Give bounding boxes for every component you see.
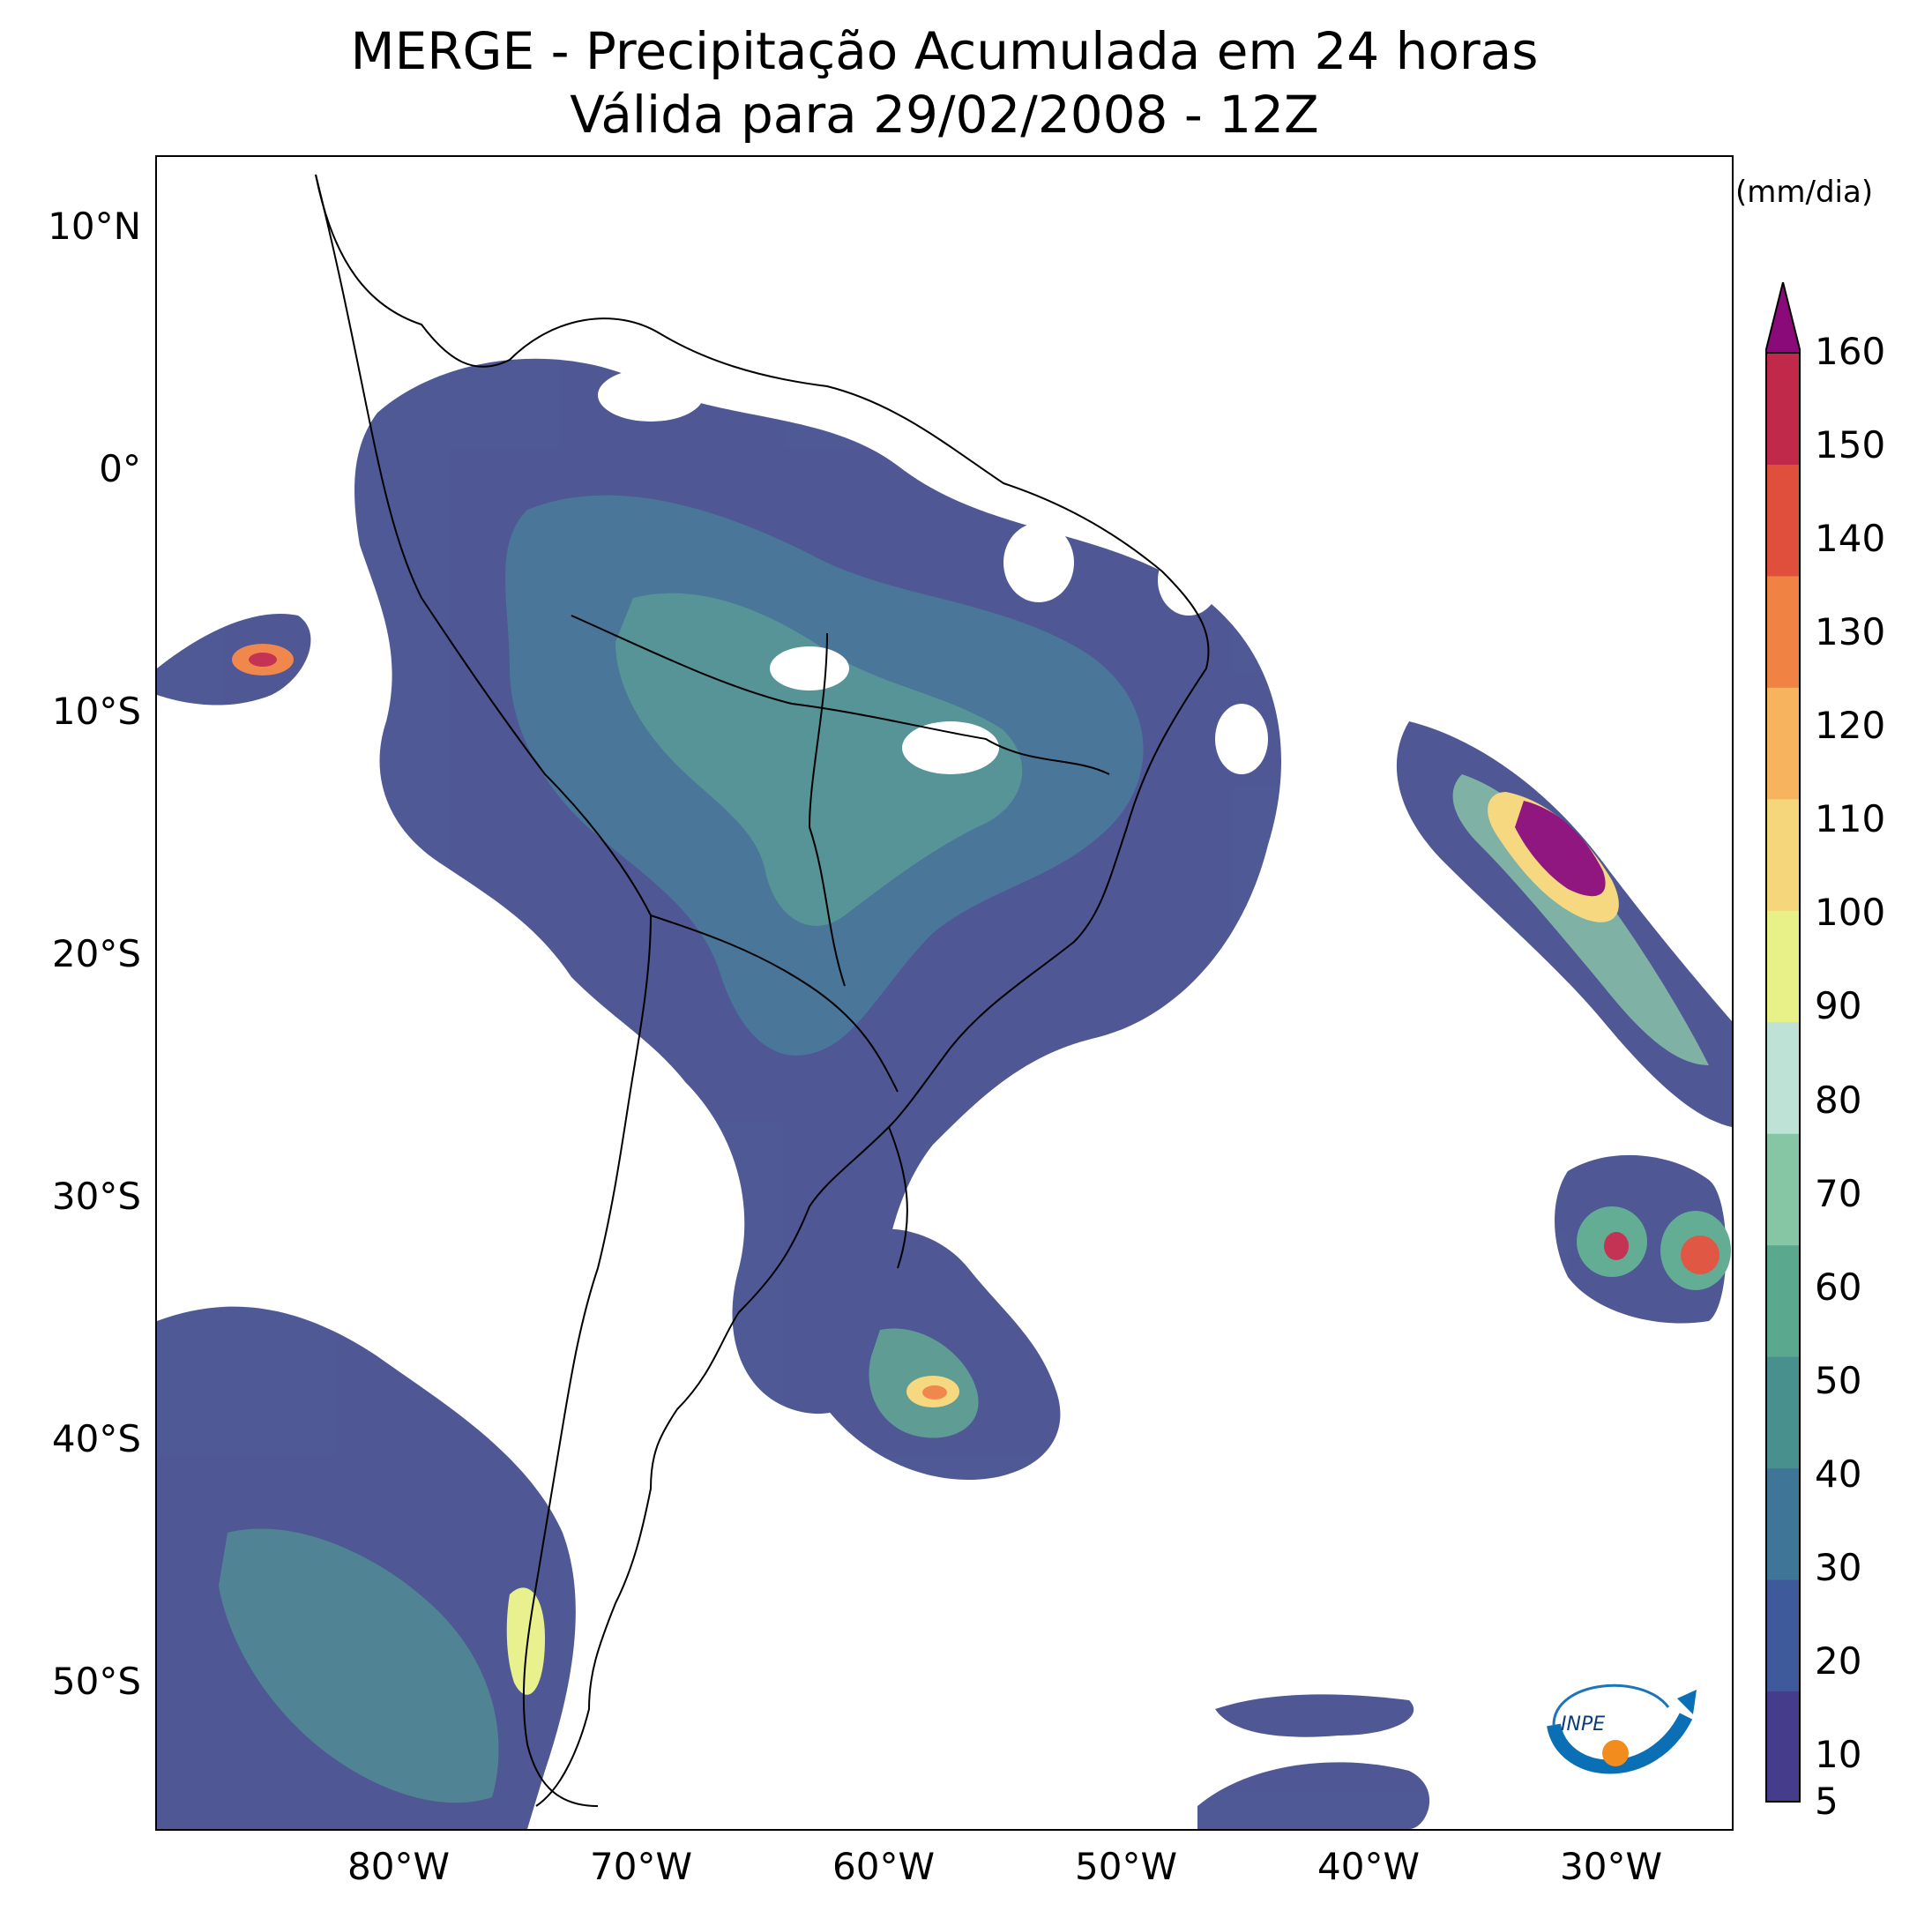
chart-title-line2: Válida para 29/02/2008 - 12Z [570,85,1319,145]
lat-tick-50s: 50°S [51,1660,141,1703]
colorbar-segment [1765,910,1801,1023]
colorbar-segment [1765,1356,1801,1469]
colorbar-tick-label: 130 [1815,610,1886,654]
map-canvas [157,174,1732,1829]
colorbar-tick-label: 110 [1815,797,1886,841]
colorbar-tick-label: 140 [1815,517,1886,561]
colorbar-segment [1765,1467,1801,1580]
colorbar-unit: (mm/dia) [1735,175,1874,210]
colorbar-tick-label: 80 [1815,1078,1862,1122]
lon-tick-50w: 50°W [1075,1845,1177,1888]
colorbar-segment [1765,687,1801,800]
colorbar-tick-label: 120 [1815,704,1886,748]
colorbar-tick-label: 150 [1815,423,1886,467]
inpe-logo-graphic: INPE [1547,1683,1697,1774]
lon-tick-70w: 70°W [590,1845,692,1888]
lat-tick-10s: 10°S [51,690,141,733]
colorbar-tick-label: 50 [1815,1358,1862,1402]
precipitation-map [155,155,1734,1831]
colorbar-gradient [1765,282,1801,1803]
colorbar-tick-label: 60 [1815,1265,1862,1309]
colorbar-tick-label: 40 [1815,1452,1862,1496]
lat-tick-40s: 40°S [51,1417,141,1460]
lat-tick-0: 0° [99,447,141,490]
coastline [315,174,1210,1807]
colorbar-segment [1765,1133,1801,1246]
colorbar [1765,282,1801,1803]
colorbar-frame [1765,352,1801,1803]
colorbar-tick-label: 100 [1815,891,1886,935]
colorbar-tick-label: 10 [1815,1732,1862,1776]
colorbar-segment [1765,464,1801,577]
lon-tick-60w: 60°W [832,1845,935,1888]
lat-tick-30s: 30°S [51,1175,141,1218]
colorbar-segment [1765,1244,1801,1357]
chart-title-line1: MERGE - Precipitação Acumulada em 24 hor… [350,21,1539,81]
colorbar-segment [1765,353,1801,465]
precipitation-field [157,358,1732,1829]
colorbar-tick-label: 20 [1815,1639,1862,1683]
colorbar-segment [1765,575,1801,688]
inpe-logo-text: INPE [1561,1713,1605,1736]
lat-tick-10n: 10°N [48,205,141,248]
colorbar-segment [1765,798,1801,911]
colorbar-segment [1765,1691,1801,1803]
colorbar-extend-triangle [1765,282,1801,354]
colorbar-tick-label: 30 [1815,1545,1862,1589]
colorbar-tick-label: 160 [1815,330,1886,373]
colorbar-tick-label: 90 [1815,984,1862,1028]
colorbar-tick-label: 70 [1815,1171,1862,1215]
colorbar-tick-label: 5 [1815,1780,1839,1823]
lon-tick-30w: 30°W [1560,1845,1662,1888]
inpe-logo: INPE [1545,1663,1704,1791]
colorbar-segment [1765,1021,1801,1134]
lat-tick-20s: 20°S [51,932,141,975]
colorbar-segment [1765,1579,1801,1692]
lon-tick-80w: 80°W [347,1845,450,1888]
lon-tick-40w: 40°W [1317,1845,1420,1888]
